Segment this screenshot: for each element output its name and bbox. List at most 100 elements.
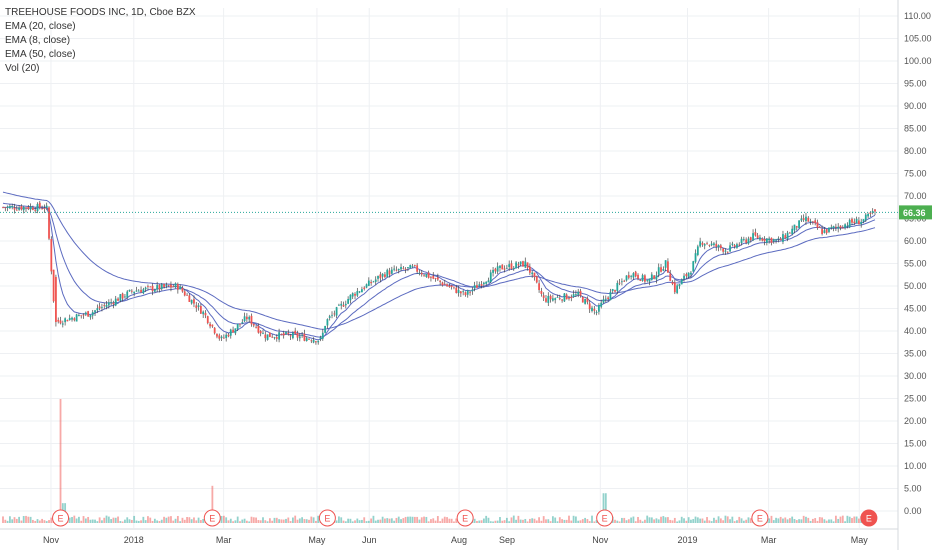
candle-body: [517, 264, 520, 266]
volume-bar: [133, 515, 136, 523]
candle-body: [365, 284, 368, 288]
volume-bar: [413, 516, 416, 523]
volume-bar: [499, 517, 501, 523]
volume-bar: [222, 515, 225, 523]
candle-body: [598, 305, 600, 312]
candle-body: [717, 244, 720, 248]
volume-bar: [637, 516, 639, 523]
candle-body: [731, 243, 734, 245]
earnings-icon-label: E: [757, 514, 763, 524]
candle-body: [248, 316, 251, 320]
candle-body: [227, 334, 230, 337]
volume-bar: [397, 516, 400, 523]
candle-body: [312, 340, 315, 343]
earnings-icon[interactable]: [52, 509, 70, 527]
volume-bar: [545, 519, 547, 523]
price-tick-label: 100.00: [904, 56, 932, 66]
volume-bar: [78, 516, 80, 523]
candle-body: [586, 298, 589, 303]
candle-body: [188, 295, 191, 302]
volume-bar: [229, 518, 232, 523]
candle-body: [793, 224, 796, 231]
price-tick-label: 0.00: [904, 506, 922, 516]
price-tick-label: 75.00: [904, 169, 927, 179]
volume-bar: [73, 515, 76, 523]
volume-bar: [179, 521, 182, 523]
candle-body: [255, 326, 257, 328]
volume-bar: [236, 516, 239, 523]
candle-body: [524, 261, 527, 268]
candle-body: [245, 316, 248, 320]
volume-bar: [211, 485, 214, 523]
candle-body: [786, 232, 789, 240]
candle-body: [179, 286, 182, 290]
candle-body: [713, 243, 715, 245]
earnings-icon[interactable]: [318, 509, 336, 527]
candle-body: [321, 332, 324, 339]
volume-bar: [144, 520, 147, 523]
candle-body: [662, 269, 665, 271]
volume-bar: [446, 517, 448, 523]
candle-body: [565, 294, 568, 300]
candle-body: [591, 307, 593, 311]
volume-bar: [577, 520, 580, 523]
time-tick-label: Aug: [451, 535, 467, 545]
candle-body: [87, 311, 90, 317]
candle-body: [821, 228, 823, 234]
volume-bar: [400, 519, 402, 523]
volume-bar: [604, 493, 607, 523]
candle-body: [377, 275, 379, 279]
candle-body: [234, 328, 237, 334]
candle-body: [294, 330, 297, 334]
candle-body: [501, 264, 504, 270]
volume-bar: [9, 516, 11, 523]
candle-body: [317, 340, 320, 343]
earnings-icon[interactable]: [860, 509, 878, 527]
candle-body: [556, 297, 559, 298]
volume-bar: [195, 520, 198, 523]
volume-bar: [358, 520, 361, 523]
volume-bar: [183, 519, 186, 523]
volume-bar: [784, 517, 787, 523]
volume-bar: [692, 519, 695, 523]
earnings-icon[interactable]: [203, 509, 221, 527]
candle-body: [618, 282, 621, 284]
volume-bar: [834, 515, 837, 523]
candle-body: [34, 210, 37, 211]
candle-body: [36, 203, 39, 212]
earnings-icon[interactable]: [456, 509, 474, 527]
earnings-icon[interactable]: [751, 509, 769, 527]
volume-bar: [128, 519, 131, 523]
candle-body: [140, 289, 142, 293]
volume-bar: [153, 518, 156, 523]
volume-bar: [554, 517, 557, 523]
time-tick-label: Sep: [499, 535, 515, 545]
volume-bar: [241, 519, 244, 523]
candle-body: [331, 314, 333, 316]
volume-bar: [365, 521, 368, 523]
volume-bar: [717, 516, 720, 523]
earnings-icon[interactable]: [596, 509, 614, 527]
volume-bar: [547, 519, 550, 523]
candle-body: [142, 289, 145, 294]
candle-body: [68, 318, 71, 321]
candle-body: [183, 291, 186, 296]
ema-20-line: [2, 202, 876, 338]
candle-body: [834, 226, 837, 228]
candle-body: [181, 287, 184, 292]
candle-body: [423, 275, 425, 277]
candle-body: [172, 286, 175, 288]
candle-body: [252, 323, 255, 326]
candle-body: [830, 227, 833, 229]
volume-bar: [257, 520, 260, 523]
candle-body: [581, 297, 584, 303]
candle-body: [45, 205, 48, 208]
candle-body: [678, 284, 681, 287]
volume-bar: [407, 516, 409, 523]
candle-body: [680, 279, 683, 285]
candle-body: [788, 232, 791, 234]
volume-bar: [811, 518, 814, 523]
volume-bar: [795, 520, 798, 523]
candle-body: [823, 230, 826, 233]
